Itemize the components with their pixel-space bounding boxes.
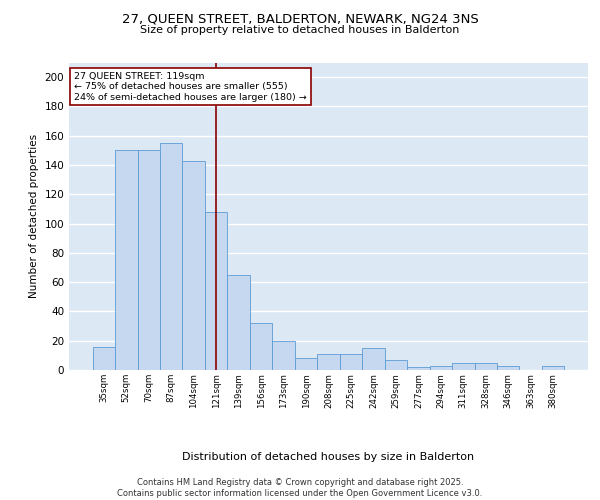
Bar — [407, 367, 430, 370]
Bar — [182, 160, 205, 370]
Text: Size of property relative to detached houses in Balderton: Size of property relative to detached ho… — [140, 25, 460, 35]
Bar — [385, 360, 407, 370]
Text: 27, QUEEN STREET, BALDERTON, NEWARK, NG24 3NS: 27, QUEEN STREET, BALDERTON, NEWARK, NG2… — [122, 12, 478, 26]
Bar — [137, 150, 160, 370]
Y-axis label: Number of detached properties: Number of detached properties — [29, 134, 39, 298]
Bar — [115, 150, 137, 370]
Bar — [272, 340, 295, 370]
Bar — [317, 354, 340, 370]
Bar — [497, 366, 520, 370]
Bar — [475, 362, 497, 370]
Bar — [227, 275, 250, 370]
Bar — [295, 358, 317, 370]
Bar — [542, 366, 565, 370]
Bar — [205, 212, 227, 370]
Text: Contains HM Land Registry data © Crown copyright and database right 2025.
Contai: Contains HM Land Registry data © Crown c… — [118, 478, 482, 498]
Bar — [92, 346, 115, 370]
Text: 27 QUEEN STREET: 119sqm
← 75% of detached houses are smaller (555)
24% of semi-d: 27 QUEEN STREET: 119sqm ← 75% of detache… — [74, 72, 307, 102]
Bar — [340, 354, 362, 370]
X-axis label: Distribution of detached houses by size in Balderton: Distribution of detached houses by size … — [182, 452, 475, 462]
Bar — [430, 366, 452, 370]
Bar — [362, 348, 385, 370]
Bar — [250, 323, 272, 370]
Bar — [160, 143, 182, 370]
Bar — [452, 362, 475, 370]
